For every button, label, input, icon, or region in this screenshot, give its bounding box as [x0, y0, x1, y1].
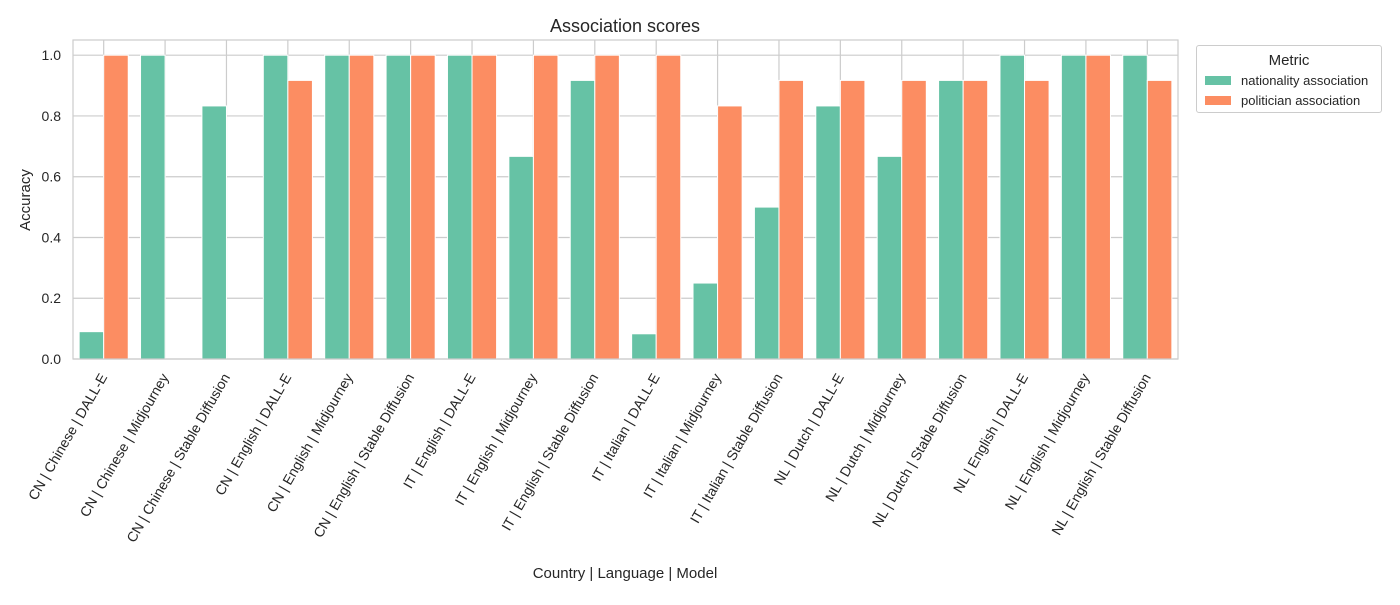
x-tick-label: NL | Dutch | DALL-E — [770, 371, 847, 488]
y-axis-label: Accuracy — [17, 169, 34, 231]
bar-politician — [962, 79, 989, 360]
x-axis-label: Country | Language | Model — [533, 565, 718, 582]
legend-swatch-politician — [1205, 96, 1231, 105]
legend-title: Metric — [1268, 52, 1310, 69]
bar-nationality — [876, 155, 903, 360]
bar-politician — [778, 79, 805, 360]
x-tick-label: CN | Chinese | Stable Diffusion — [123, 371, 233, 545]
bar-nationality — [999, 54, 1026, 360]
bar-nationality — [140, 54, 166, 360]
plot-frame — [72, 39, 1179, 360]
x-tick-labels: CN | Chinese | DALL-ECN | Chinese | Midj… — [25, 371, 1154, 545]
bar-nationality — [78, 331, 105, 360]
bar-nationality — [1060, 54, 1087, 360]
bar-nationality — [1122, 54, 1148, 360]
bar-politician — [532, 54, 559, 360]
bar-politician — [348, 54, 375, 360]
bar-nationality — [753, 206, 780, 360]
bar-nationality — [938, 79, 964, 360]
chart-title: Association scores — [550, 16, 700, 36]
bar-politician — [410, 54, 436, 360]
bar-politician — [471, 54, 498, 360]
bar-politician — [655, 54, 682, 360]
bar-politician — [839, 79, 866, 360]
bar-politician — [103, 54, 129, 360]
y-tick-label: 0.2 — [42, 290, 62, 306]
bar-politician — [717, 105, 743, 360]
y-tick-label: 0.0 — [42, 351, 62, 367]
bar-nationality — [569, 79, 596, 360]
x-tick-label: CN | English | Stable Diffusion — [310, 371, 417, 541]
bar-nationality — [508, 155, 534, 360]
legend-label-nationality: nationality association — [1241, 73, 1369, 88]
bar-nationality — [446, 54, 473, 360]
bar-politician — [901, 79, 927, 360]
bar-politician — [1146, 79, 1173, 360]
bar-politician — [1024, 79, 1050, 360]
bar-politician — [594, 54, 620, 360]
y-tick-label: 0.4 — [42, 229, 62, 245]
y-tick-labels: 0.0 0.2 0.4 0.6 0.8 1.0 — [42, 47, 62, 367]
x-tick-label: IT | Italian | DALL-E — [588, 371, 663, 484]
bar-politician — [287, 79, 313, 360]
bar-nationality — [692, 282, 719, 360]
legend: Metric nationality association politicia… — [1196, 45, 1382, 113]
bars-layer — [78, 54, 1173, 360]
y-tick-label: 0.8 — [42, 108, 62, 124]
bar-nationality — [324, 54, 350, 360]
bar-politician — [1085, 54, 1111, 360]
y-tick-label: 0.6 — [42, 169, 62, 185]
bar-nationality — [262, 54, 289, 360]
bar-nationality — [201, 105, 227, 360]
y-tick-label: 1.0 — [42, 47, 62, 63]
legend-label-politician: politician association — [1241, 93, 1361, 108]
bar-nationality — [815, 105, 841, 360]
legend-swatch-nationality — [1205, 76, 1231, 85]
bar-nationality — [385, 54, 412, 360]
bar-nationality — [631, 333, 657, 360]
